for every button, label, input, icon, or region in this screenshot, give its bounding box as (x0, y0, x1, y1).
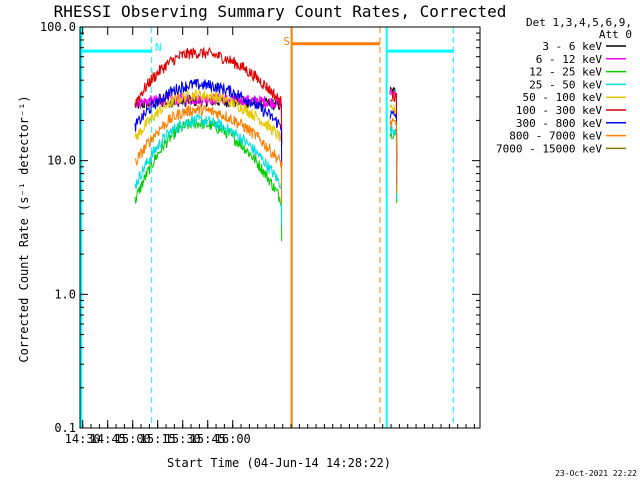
series-post-segment-3 (389, 125, 398, 200)
y-tick-label-2: 10.0 (47, 154, 76, 168)
x-tick-label-3: 15:15 (140, 432, 176, 446)
series-post-segment-7 (389, 117, 398, 194)
series-line-4 (134, 88, 283, 180)
legend-entry-label-2: 12 - 25 keV (529, 66, 602, 79)
chart-title: RHESSI Observing Summary Count Rates, Co… (54, 2, 507, 21)
legend-entry-label-3: 25 - 50 keV (529, 78, 602, 91)
x-tick-label-0: 14:30 (65, 432, 101, 446)
series-line-5 (134, 46, 283, 144)
legend-entry-label-8: 7000 - 15000 keV (496, 142, 602, 155)
x-tick-label-5: 15:45 (190, 432, 226, 446)
chart-marks (134, 46, 398, 242)
series-line-6 (134, 78, 283, 167)
night-annotation-label: N (155, 41, 162, 54)
legend-entry-label-1: 6 - 12 keV (536, 53, 603, 66)
timestamp-stamp: 23-Oct-2021 22:22 (555, 469, 637, 478)
x-axis-label: Start Time (04-Jun-14 14:28:22) (167, 456, 391, 470)
series-line-3 (134, 114, 283, 226)
y-tick-label-3: 100.0 (40, 20, 76, 34)
series-line-2 (134, 118, 283, 242)
legend-entry-label-0: 3 - 6 keV (542, 40, 602, 53)
legend-entry-label-5: 100 - 300 keV (516, 104, 602, 117)
x-tick-label-2: 15:00 (115, 432, 151, 446)
x-tick-label-6: 16:00 (215, 432, 251, 446)
series-post-segment-5 (389, 91, 398, 167)
legend-entry-label-7: 800 - 7000 keV (509, 130, 602, 143)
legend-header-1: Att 0 (599, 28, 632, 41)
plot-frame (79, 26, 481, 429)
saa-annotation-label: S (283, 35, 290, 48)
x-tick-label-1: 14:45 (90, 432, 126, 446)
x-tick-label-4: 15:30 (165, 432, 201, 446)
y-tick-label-1: 1.0 (54, 287, 76, 301)
y-tick-label-0: 0.1 (54, 421, 76, 435)
series-post-segment-6 (389, 109, 398, 185)
y-axis-label: Corrected Count Rate (s⁻¹ detector⁻¹) (17, 95, 31, 362)
legend-entry-label-6: 300 - 800 keV (516, 117, 602, 130)
legend-header-0: Det 1,3,4,5,6,9, (526, 16, 632, 29)
legend-entry-label-4: 50 - 100 keV (523, 91, 603, 104)
series-line-7 (134, 104, 283, 204)
